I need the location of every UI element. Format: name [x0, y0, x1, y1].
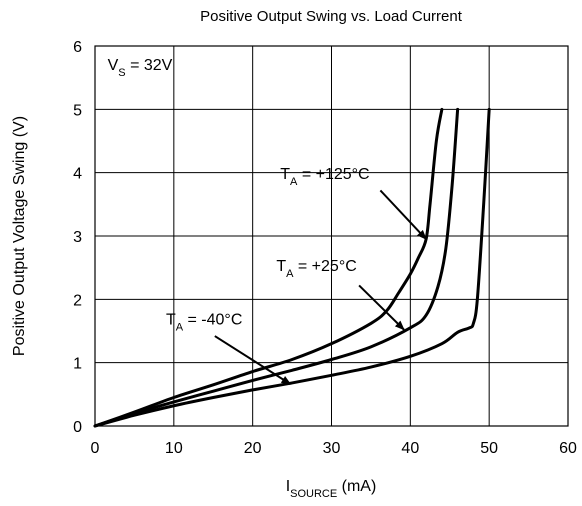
y-axis-label: Positive Output Voltage Swing (V)	[11, 116, 28, 356]
series-line-1	[93, 107, 460, 428]
grid-layer	[95, 46, 568, 426]
x-axis-label-suffix: (mA)	[337, 478, 376, 495]
x-tick-30: 30	[323, 440, 341, 457]
x-tick-50: 50	[480, 440, 498, 457]
annotation-main-tm40: T	[166, 312, 176, 329]
x-tick-40: 40	[401, 440, 419, 457]
x-tick-20: 20	[244, 440, 262, 457]
plot-frame	[94, 45, 569, 427]
x-axis-label-main: I	[286, 478, 290, 495]
annotation-label-t125: TA = +125°C	[280, 166, 369, 188]
annotation-sub-t25: A	[286, 268, 294, 280]
annotation-label-tm40: TA = -40°C	[166, 312, 242, 334]
annotation-sub-tm40: A	[176, 322, 184, 334]
annotation-arrow-tm40	[214, 335, 292, 386]
annotation-arrow-t25	[358, 284, 405, 331]
series-line-0	[93, 107, 444, 428]
annotation-sub-supply: S	[118, 67, 125, 79]
y-tick-0: 0	[73, 419, 82, 436]
y-tick-4: 4	[73, 166, 82, 183]
annotation-rest-t25: = +25°C	[293, 258, 356, 275]
annotation-arrow-t125	[379, 189, 427, 240]
y-tick-3: 3	[73, 229, 82, 246]
y-tick-2: 2	[73, 292, 82, 309]
annotation-sub-t125: A	[290, 176, 298, 188]
annotation-main-t25: T	[276, 258, 286, 275]
chart-title: Positive Output Swing vs. Load Current	[200, 8, 463, 25]
y-tick-5: 5	[73, 102, 82, 119]
x-axis-label-sub: SOURCE	[290, 488, 337, 500]
annotation-main-supply: V	[108, 57, 119, 74]
series-layer	[93, 107, 491, 428]
annotation-label-supply: VS = 32V	[108, 57, 173, 79]
x-tick-10: 10	[165, 440, 183, 457]
y-tick-6: 6	[73, 39, 82, 56]
annotation-rest-tm40: = -40°C	[183, 312, 242, 329]
annotation-label-t25: TA = +25°C	[276, 258, 356, 280]
x-tick-0: 0	[91, 440, 100, 457]
annotation-main-t125: T	[280, 166, 290, 183]
tick-layer: 0 10 20 30 40 50 60 0 1 2 3 4 5 6	[73, 39, 577, 457]
annotation-rest-supply: = 32V	[126, 57, 173, 74]
series-line-2	[93, 107, 491, 428]
x-axis-label: ISOURCE (mA)	[286, 478, 377, 500]
x-tick-60: 60	[559, 440, 577, 457]
annotation-rest-t125: = +125°C	[297, 166, 369, 183]
y-tick-1: 1	[73, 356, 82, 373]
